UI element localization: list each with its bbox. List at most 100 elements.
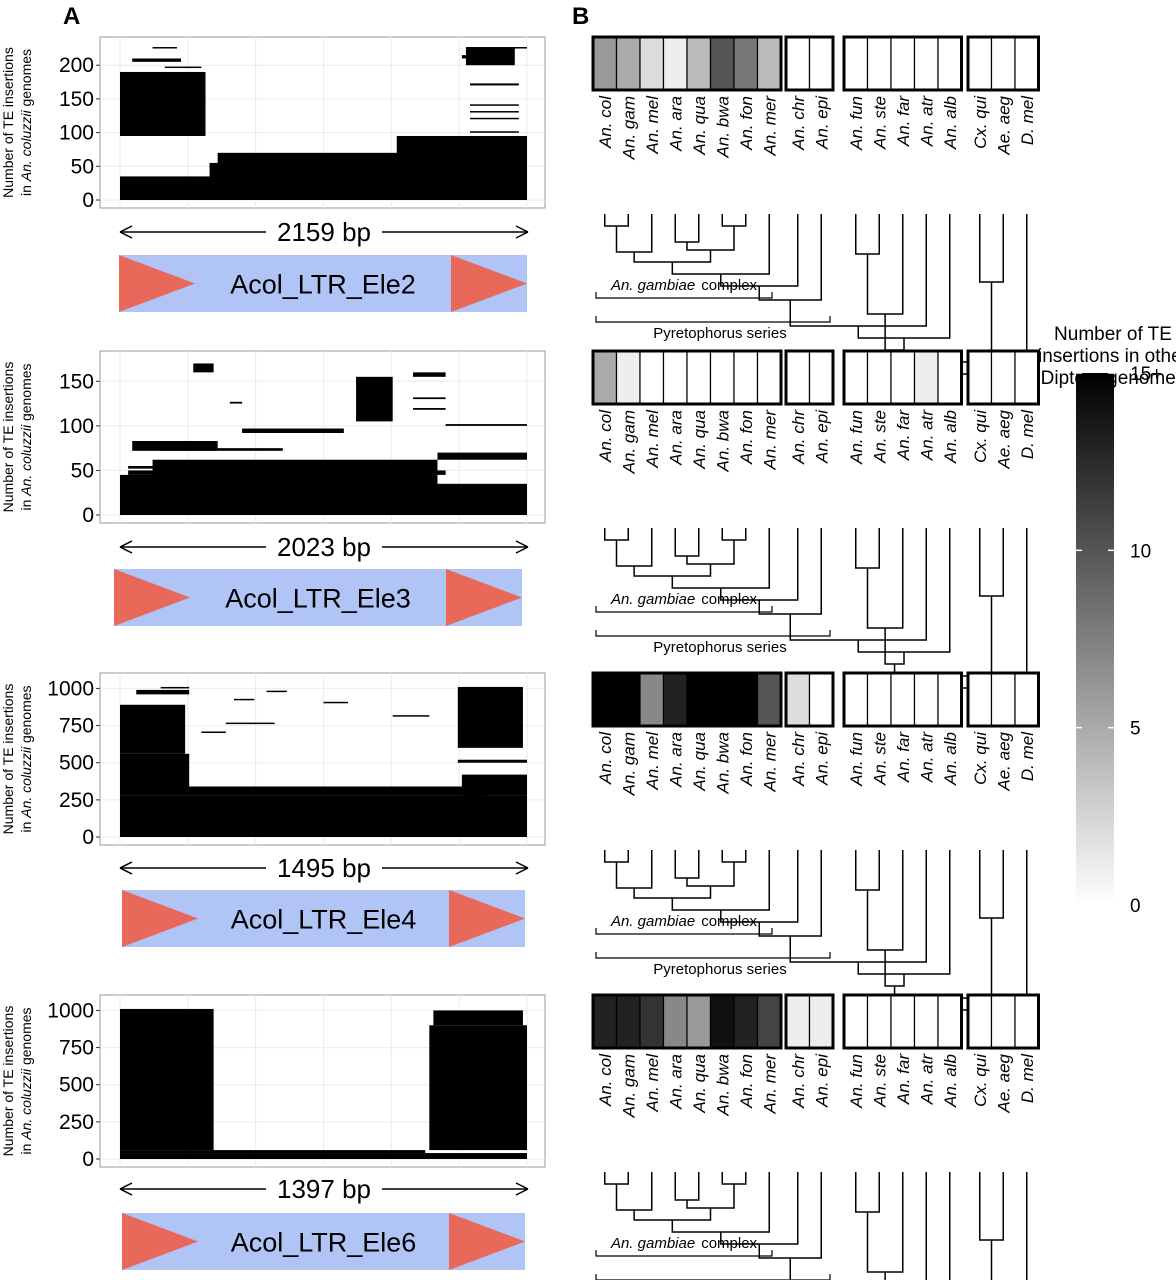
species-label: An. mer — [760, 95, 779, 157]
y-tick-label: 250 — [59, 789, 94, 812]
coverage-block — [225, 722, 275, 725]
heatmap-group-border — [966, 35, 1040, 92]
tree-branch — [789, 1172, 927, 1280]
arrow-head-right — [515, 225, 529, 239]
heatmap-cell — [1014, 672, 1040, 727]
species-label: An. epi — [812, 409, 831, 464]
species-label: An. ara — [666, 732, 685, 788]
y-tick-label: 0 — [82, 504, 94, 527]
colorbar-gradient — [1076, 373, 1114, 905]
heatmap-cell — [890, 36, 916, 91]
chart-row-2: 0 50 100 150 Number of TE insertions in An. c… — [0, 349, 1040, 689]
heatmap-cell — [990, 36, 1016, 91]
complex-bracket — [595, 928, 773, 935]
y-axis-label-line1: Number of TE insertions — [0, 362, 16, 513]
coverage-block — [470, 111, 519, 113]
heatmap-cell — [913, 36, 939, 91]
species-label: An. far — [894, 1053, 913, 1105]
tree-branch — [721, 214, 747, 227]
coverage-block — [413, 408, 446, 410]
coverage-plot: 0 50 100 150 — [59, 350, 546, 527]
colorbar-title-line1: Number of TE — [1054, 324, 1172, 345]
series-bracket — [595, 952, 831, 959]
heatmap-cell — [733, 36, 759, 91]
series-label: Pyretophorus series — [653, 639, 786, 656]
heatmap-cell — [756, 36, 782, 91]
coverage-block — [437, 452, 527, 460]
heatmap-cell — [890, 672, 916, 727]
tree-branch — [855, 214, 880, 255]
species-label: An. alb — [941, 96, 960, 150]
heatmap-group-border — [966, 349, 1040, 406]
species-label: Cx. qui — [971, 409, 990, 463]
heatmap-cell — [615, 36, 641, 91]
y-tick-label: 1000 — [47, 999, 94, 1022]
species-label: An. col — [596, 731, 615, 785]
ylabel-species: An. coluzzii — [18, 110, 34, 183]
species-label: An. gam — [619, 732, 638, 796]
species-label: An. fon — [737, 410, 756, 465]
ltr-arrow-right — [449, 1213, 525, 1270]
y-tick-label: 200 — [59, 54, 94, 77]
coverage-block — [266, 690, 287, 693]
heatmap-cell — [990, 672, 1016, 727]
tree-branch — [674, 850, 700, 879]
ylabel-suffix: genomes — [18, 363, 34, 424]
heatmap — [591, 671, 1040, 728]
heatmap-cell — [592, 350, 618, 405]
heatmap-cell — [709, 672, 735, 727]
element-name: Acol_LTR_Ele4 — [231, 905, 417, 935]
element-diagram: Acol_LTR_Ele2 — [119, 255, 527, 312]
heatmap-cell — [1014, 36, 1040, 91]
heatmap-cell — [843, 994, 869, 1049]
y-tick-label: 100 — [59, 415, 94, 438]
y-axis-label-line2: in An. coluzzii genomes — [18, 685, 34, 832]
species-label: An. atr — [917, 1053, 936, 1105]
length-label-bg — [266, 1173, 382, 1205]
tree-branch — [1026, 1172, 1028, 1280]
series-bracket — [595, 630, 831, 637]
heatmap-group-border — [966, 993, 1040, 1050]
heatmap-cell — [733, 994, 759, 1049]
species-label: An. epi — [812, 95, 831, 150]
heatmap-cell — [808, 36, 834, 91]
heatmap-cell — [662, 350, 688, 405]
heatmap-group-border — [842, 993, 963, 1050]
complex-label-rest: complex — [701, 591, 757, 608]
species-label: An. fun — [847, 410, 866, 465]
species-label: An. far — [894, 95, 913, 147]
phylogeny-tree — [604, 528, 1028, 689]
heatmap-cell — [808, 672, 834, 727]
tree-branch — [942, 850, 1028, 1011]
tree-branch — [979, 850, 1004, 919]
species-label: Cx. qui — [971, 1053, 990, 1107]
chart-row-1: 0 50 100 150 200 Number of TE insertions in An… — [0, 35, 1040, 375]
tree-branch — [789, 214, 927, 327]
heatmap-group-border — [842, 349, 963, 406]
colorbar-title-line2: insertions in other — [1038, 346, 1176, 367]
tree-branch — [942, 528, 1028, 689]
species-label: An. bwa — [713, 732, 732, 794]
species-label: An. far — [894, 409, 913, 461]
heatmap-group-border — [784, 35, 835, 92]
y-axis-label-line2: in An. coluzzii genomes — [18, 363, 34, 510]
coverage-block — [132, 441, 218, 451]
heatmap-cell — [843, 672, 869, 727]
ylabel-suffix: genomes — [18, 685, 34, 746]
tree-branch — [674, 528, 700, 557]
species-label: An. chr — [789, 1053, 808, 1109]
species-label: An. fon — [737, 1054, 756, 1109]
phylogeny-tree — [604, 850, 1028, 1011]
heatmap-group-border — [591, 993, 783, 1050]
species-label: An. epi — [812, 731, 831, 786]
species-label: An. qua — [690, 1054, 709, 1114]
heatmap-cell — [615, 672, 641, 727]
tree-branch — [604, 214, 629, 227]
coverage-block — [120, 1150, 426, 1154]
heatmap-cell — [866, 994, 892, 1049]
species-label: An. bwa — [713, 410, 732, 472]
ltr-arrow-left — [119, 255, 195, 312]
